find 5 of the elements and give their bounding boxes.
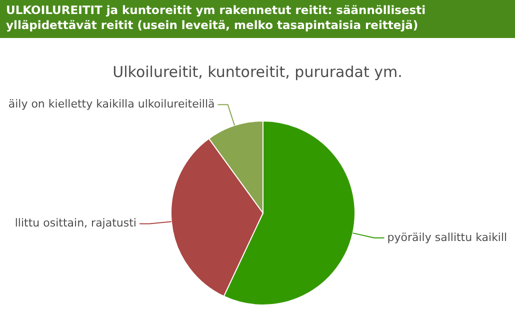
- slice-label: pyöräily sallittu kaikill: [387, 230, 508, 244]
- chart-subtitle: Ulkoilureitit, kuntoreitit, pururadat ym.: [112, 63, 402, 81]
- slice-label: llittu osittain, rajatusti: [14, 216, 137, 230]
- chart-title: ULKOILUREITIT ja kuntoreitit ym rakennetut reitit: säännöllisesti ylläpidettävät reitit (usein leveitä, melko tasapintaisia reittejä): [6, 3, 426, 32]
- slice-label: äily on kielletty kaikilla ulkoilureiteillä: [8, 98, 215, 111]
